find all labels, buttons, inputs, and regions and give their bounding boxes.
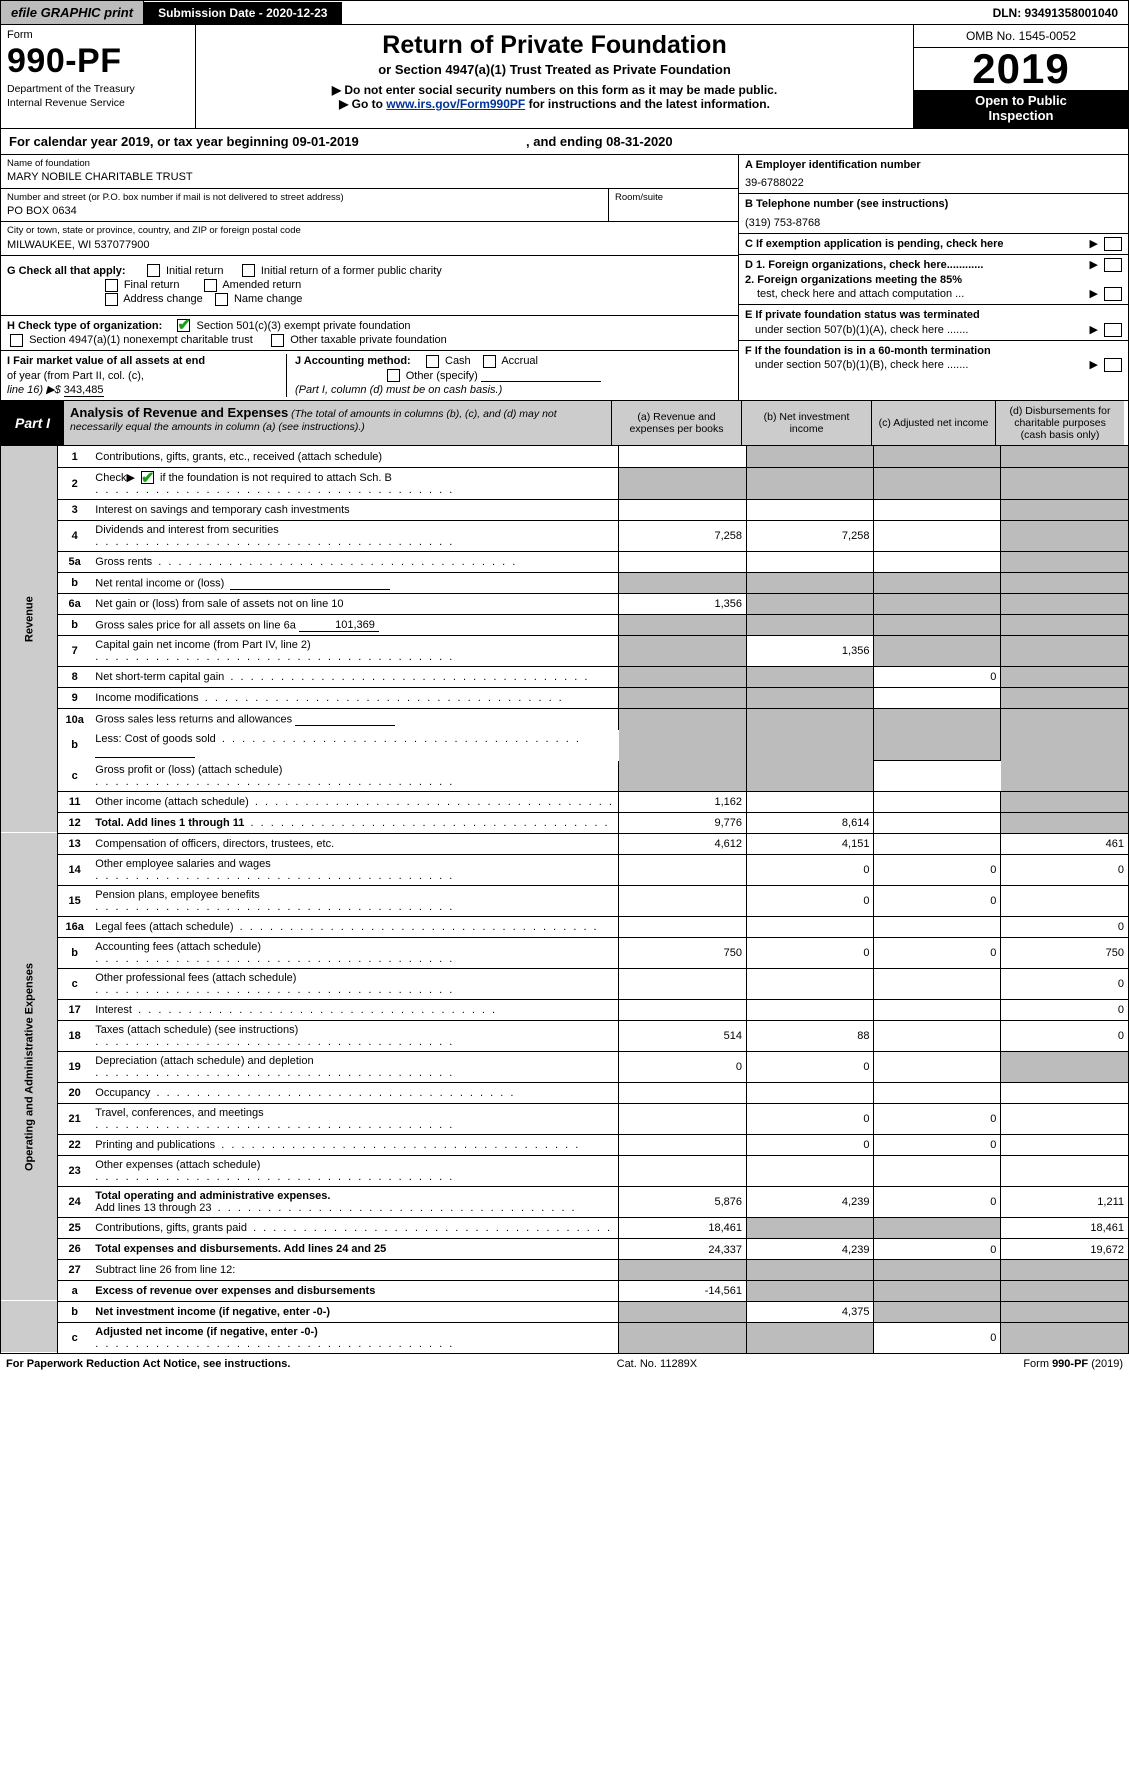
col-a-header: (a) Revenue and expenses per books — [612, 401, 742, 445]
open-inspection-badge: Open to PublicInspection — [914, 90, 1128, 128]
part1-table: Revenue 1 Contributions, gifts, grants, … — [0, 446, 1129, 1354]
dln-label: DLN: 93491358001040 — [983, 2, 1128, 24]
col-c-header: (c) Adjusted net income — [872, 401, 996, 445]
4947-checkbox[interactable] — [10, 334, 23, 347]
cash-checkbox[interactable] — [426, 355, 439, 368]
initial-return-checkbox[interactable] — [147, 264, 160, 277]
d1-checkbox[interactable] — [1104, 258, 1122, 272]
501c3-checkbox[interactable] — [177, 319, 190, 332]
h-label: H Check type of organization: — [7, 320, 162, 332]
col-d-header: (d) Disbursements for charitable purpose… — [996, 401, 1124, 445]
g-check-label: G Check all that apply: — [7, 265, 126, 277]
expenses-vlabel: Operating and Administrative Expenses — [1, 833, 58, 1301]
street-address: PO BOX 0634 — [7, 204, 602, 218]
dept-treasury: Department of the Treasury — [7, 83, 189, 95]
initial-former-checkbox[interactable] — [242, 264, 255, 277]
amended-return-checkbox[interactable] — [204, 279, 217, 292]
goto-line: ▶ Go to www.irs.gov/Form990PF for instru… — [206, 97, 903, 111]
e-checkbox[interactable] — [1104, 323, 1122, 337]
form-instructions-link[interactable]: www.irs.gov/Form990PF — [386, 97, 525, 111]
form-title: Return of Private Foundation — [206, 31, 903, 60]
name-change-checkbox[interactable] — [215, 293, 228, 306]
ein-label: A Employer identification number — [745, 158, 1122, 172]
revenue-vlabel: Revenue — [1, 446, 58, 791]
efile-print-button[interactable]: efile GRAPHIC print — [1, 1, 144, 24]
other-taxable-checkbox[interactable] — [271, 334, 284, 347]
form-footer-label: Form 990-PF (2019) — [1023, 1358, 1123, 1370]
form-subtitle: or Section 4947(a)(1) Trust Treated as P… — [206, 62, 903, 77]
room-suite-label: Room/suite — [615, 192, 732, 204]
irs-label: Internal Revenue Service — [7, 97, 189, 109]
address-change-checkbox[interactable] — [105, 293, 118, 306]
ein-value: 39-6788022 — [745, 176, 1122, 190]
fmv-value: 343,485 — [64, 384, 104, 397]
page-footer: For Paperwork Reduction Act Notice, see … — [0, 1354, 1129, 1374]
address-label: Number and street (or P.O. box number if… — [7, 192, 602, 204]
c-pending-checkbox[interactable] — [1104, 237, 1122, 251]
submission-date-label: Submission Date - 2020-12-23 — [144, 2, 342, 24]
foundation-name: MARY NOBILE CHARITABLE TRUST — [7, 170, 732, 184]
telephone-label: B Telephone number (see instructions) — [745, 197, 1122, 211]
f-checkbox[interactable] — [1104, 358, 1122, 372]
city-state-zip: MILWAUKEE, WI 537077900 — [7, 238, 732, 252]
ssn-warning: ▶ Do not enter social security numbers o… — [206, 83, 903, 97]
topbar: efile GRAPHIC print Submission Date - 20… — [0, 0, 1129, 25]
part1-header: Part I Analysis of Revenue and Expenses … — [0, 401, 1129, 446]
calendar-year-row: For calendar year 2019, or tax year begi… — [0, 129, 1129, 155]
final-return-checkbox[interactable] — [105, 279, 118, 292]
form-label: Form — [7, 29, 189, 42]
entity-info-section: Name of foundation MARY NOBILE CHARITABL… — [0, 155, 1129, 401]
form-header: Form 990-PF Department of the Treasury I… — [0, 25, 1129, 129]
c-pending-label: C If exemption application is pending, c… — [745, 237, 1090, 251]
other-method-checkbox[interactable] — [387, 369, 400, 382]
city-label: City or town, state or province, country… — [7, 225, 732, 237]
accrual-checkbox[interactable] — [483, 355, 496, 368]
form-number: 990-PF — [7, 42, 189, 81]
col-b-header: (b) Net investment income — [742, 401, 872, 445]
name-label: Name of foundation — [7, 158, 732, 170]
d2-checkbox[interactable] — [1104, 287, 1122, 301]
cat-number: Cat. No. 11289X — [617, 1358, 698, 1370]
tax-year: 2019 — [914, 48, 1128, 90]
telephone-value: (319) 753-8768 — [745, 216, 1122, 230]
schb-checkbox[interactable] — [141, 471, 154, 484]
part1-tab: Part I — [1, 401, 64, 445]
paperwork-notice: For Paperwork Reduction Act Notice, see … — [6, 1358, 290, 1370]
